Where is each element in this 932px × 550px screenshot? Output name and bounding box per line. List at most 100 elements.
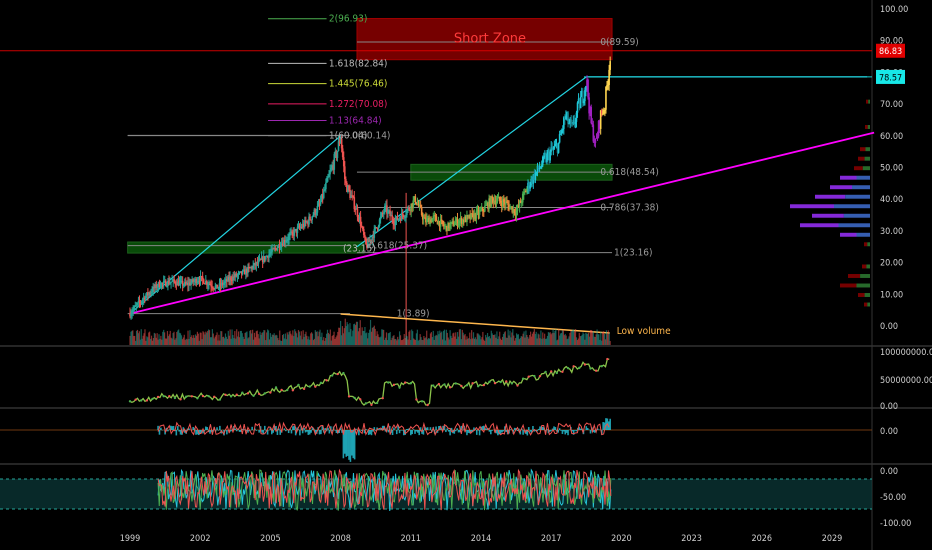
volume-bar [562,329,564,345]
volume-bar [378,336,380,345]
obv-dot [302,387,306,391]
price-candle [598,120,601,129]
osc-bar [401,430,404,431]
volume-bar [168,334,170,345]
price-candle [135,305,138,307]
volume-bar [245,332,247,345]
osc-bar [175,430,178,436]
price-candle [140,301,143,303]
volume-bar [134,335,136,345]
volume-bar [364,326,366,345]
osc-bar [327,427,329,430]
price-candle [539,167,542,169]
volume-bar [464,334,466,345]
volume-bar [202,331,204,345]
price-candle [485,204,487,206]
osc-bar [320,430,322,435]
price-candle [180,280,183,282]
price-candle [472,213,475,220]
volume-bar [526,334,528,345]
osc-bar [294,430,297,436]
price-candle [326,177,328,183]
osc-bar [532,425,534,430]
price-candle [279,246,282,249]
annotation-text: Low volume [617,326,671,337]
price-candle [207,284,209,286]
price-candle [153,286,156,289]
obv-dot [128,400,132,403]
volume-bar [304,334,306,345]
volume-bar [188,338,190,345]
price-candle [573,119,576,125]
volume-bar [135,330,138,345]
obv-dot [151,397,154,401]
price-candle [289,233,291,236]
volume-bar [495,337,497,345]
price-candle [285,241,287,243]
osc-bar [171,426,173,430]
price-candle [321,194,324,198]
price-candle [480,207,483,211]
volume-bar [379,337,381,345]
x-tick-label: 2029 [822,534,843,544]
price-candle [436,221,439,225]
volume-bar [428,338,431,345]
price-candle [338,141,341,144]
price-candle [366,243,368,248]
obv-dot [162,395,165,398]
volume-bar [546,335,549,345]
osc-bar [168,429,171,430]
volume-bar [458,329,461,345]
price-candle [307,221,309,225]
volume-profile-bar [840,283,857,288]
volume-bar [413,339,416,345]
volume-bar [474,337,476,345]
price-candle [486,203,488,205]
volume-bar [226,338,228,345]
volume-bar [603,334,606,345]
volume-bar [234,331,236,345]
osc-bar [195,430,197,435]
price-candle [330,167,332,171]
volume-bar [313,338,315,345]
volume-bar [393,335,395,345]
volume-bar [260,334,262,345]
obv-dot [448,386,452,389]
price-candle [371,236,373,241]
volume-bar [292,330,294,345]
osc-bar [530,430,533,434]
fib-level-label: 1(23.16) [614,248,653,259]
osc-bar [412,429,415,430]
obv-dot [280,388,283,392]
osc-bar [240,430,242,432]
price-candle [329,170,331,175]
price-candle [402,215,405,218]
price-candle [395,216,398,221]
volume-bar [548,332,550,345]
x-tick-label: 1999 [120,534,141,544]
volume-bar [402,339,404,345]
price-candle [210,284,212,287]
osc-bar [165,427,168,430]
price-candle [225,279,227,282]
price-candle [589,107,591,114]
price-axis-label: 10.00 [880,290,903,300]
price-candle [470,213,472,219]
osc-bar [183,430,186,433]
volume-bar [417,340,419,345]
price-candle [324,189,326,191]
osc-bar [167,430,169,432]
price-candle [230,277,232,281]
price-candle [513,208,516,214]
volume-bar [521,336,523,345]
price-candle [571,122,574,124]
obv-dot [325,379,328,382]
obv-dot [409,382,412,385]
osc-bar [342,430,345,459]
price-candle [146,292,148,296]
volume-bar [574,331,576,345]
volume-profile-bar [848,274,861,278]
price-candle [569,119,571,124]
price-candle [498,196,501,201]
price-candle [555,144,558,146]
